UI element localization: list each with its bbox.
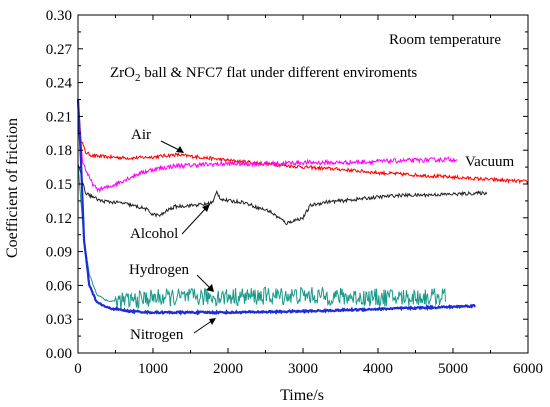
y-tick-label: 0.00 bbox=[46, 346, 72, 362]
air-arrowhead bbox=[176, 146, 184, 153]
x-tick-label: 2000 bbox=[213, 361, 243, 377]
air-label: Air bbox=[131, 127, 151, 143]
series-line-nitrogen bbox=[76, 99, 476, 316]
heading-subscript: 2 bbox=[135, 72, 141, 84]
y-tick-label: 0.18 bbox=[46, 143, 72, 159]
nitrogen-arrowhead bbox=[209, 318, 216, 325]
y-tick-label: 0.03 bbox=[46, 312, 72, 328]
y-tick-label: 0.30 bbox=[46, 8, 72, 24]
chart-heading: ZrO2 ball & NFC7 flat under different en… bbox=[110, 65, 417, 84]
x-tick-label: 3000 bbox=[288, 361, 318, 377]
air-arrow bbox=[160, 140, 182, 152]
condition-annotation: Room temperature bbox=[389, 32, 501, 48]
x-tick-label: 1000 bbox=[138, 361, 168, 377]
x-axis-title: Time/s bbox=[280, 387, 324, 404]
y-axis-title: Coefficient of friction bbox=[4, 118, 21, 258]
series-layer bbox=[76, 99, 529, 316]
y-tick-label: 0.09 bbox=[46, 245, 72, 261]
heading-suffix: ball & NFC7 flat under different envirom… bbox=[141, 65, 418, 81]
vacuum-label: Vacuum bbox=[465, 154, 514, 170]
y-tick-label: 0.12 bbox=[46, 211, 72, 227]
y-tick-label: 0.06 bbox=[46, 278, 73, 294]
x-tick-label: 6000 bbox=[513, 361, 543, 377]
y-tick-label: 0.21 bbox=[46, 109, 72, 125]
series-line-alcohol bbox=[77, 163, 488, 226]
alcohol-arrowhead bbox=[202, 204, 210, 212]
nitrogen-arrow bbox=[193, 319, 214, 334]
x-tick-label: 0 bbox=[74, 361, 82, 377]
series-line-vacuum bbox=[77, 100, 458, 194]
hydrogen-arrow bbox=[196, 274, 212, 290]
y-tick-label: 0.24 bbox=[46, 76, 73, 92]
hydrogen-label: Hydrogen bbox=[129, 262, 189, 278]
hydrogen-arrowhead bbox=[206, 284, 214, 292]
ticks-layer: 0 1000 2000 3000 4000 5000 6000 0.00 0.03 0.06 0.0… bbox=[46, 8, 543, 377]
x-tick-label: 5000 bbox=[438, 361, 468, 377]
heading-prefix: ZrO bbox=[110, 65, 135, 81]
alcohol-arrow bbox=[181, 206, 208, 235]
series-line-hydrogen bbox=[77, 163, 446, 311]
series-line-air bbox=[77, 100, 529, 185]
alcohol-label: Alcohol bbox=[130, 226, 178, 242]
x-tick-label: 4000 bbox=[363, 361, 393, 377]
y-tick-label: 0.27 bbox=[46, 42, 73, 58]
y-tick-label: 0.15 bbox=[46, 177, 72, 193]
nitrogen-label: Nitrogen bbox=[130, 327, 184, 343]
